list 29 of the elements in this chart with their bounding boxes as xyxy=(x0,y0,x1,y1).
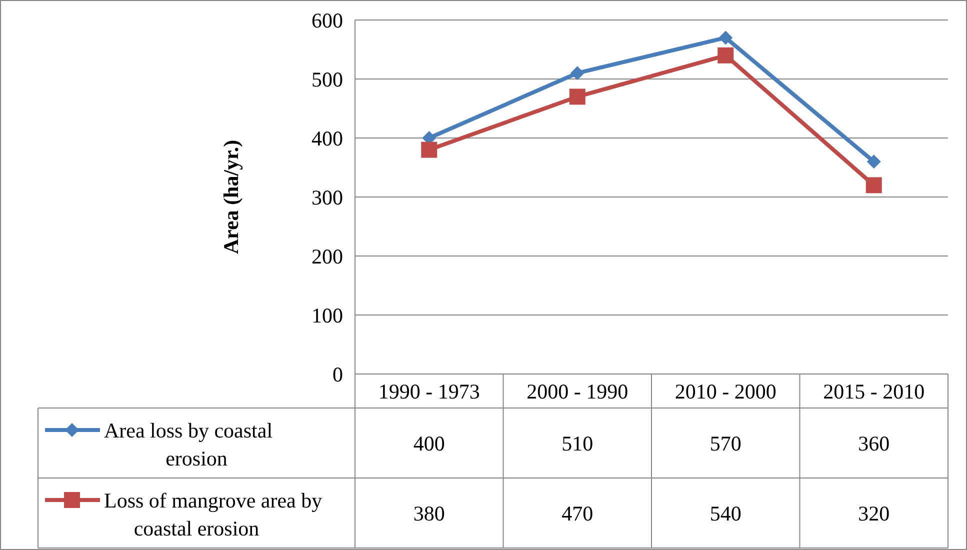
x-tick-label: 1990 - 1973 xyxy=(378,379,480,404)
data-label: 360 xyxy=(858,431,890,456)
point xyxy=(718,30,733,45)
x-tick-label: 2015 - 2010 xyxy=(823,379,925,404)
y-tick-label: 500 xyxy=(312,67,343,92)
data-label: 540 xyxy=(710,501,742,526)
legend-label: Loss of mangrove area by coastal erosion xyxy=(104,488,323,540)
point xyxy=(570,66,584,80)
data-label: 510 xyxy=(562,431,594,456)
y-tick-label: 100 xyxy=(312,303,343,328)
data-label: 470 xyxy=(562,501,594,526)
x-tick-label: 2000 - 1990 xyxy=(526,379,628,404)
y-tick-label: 400 xyxy=(312,126,343,150)
point xyxy=(718,47,734,64)
y-tick-label: 0 xyxy=(332,362,343,386)
point xyxy=(866,154,881,169)
y-tick-label: 600 xyxy=(312,8,343,32)
x-tick-label: 2010 - 2000 xyxy=(674,379,776,404)
point xyxy=(569,88,586,105)
point xyxy=(421,142,438,158)
data-label: 400 xyxy=(413,431,445,456)
y-tick-label: 200 xyxy=(312,244,343,268)
point xyxy=(866,177,882,194)
data-label: 570 xyxy=(710,431,742,456)
legend-label: Area loss by coastal erosion xyxy=(104,418,273,470)
y-axis-title: Area (ha/yr.) xyxy=(219,140,243,254)
y-tick-label: 300 xyxy=(312,185,343,210)
data-label: 320 xyxy=(858,501,890,526)
data-label: 380 xyxy=(413,501,445,526)
